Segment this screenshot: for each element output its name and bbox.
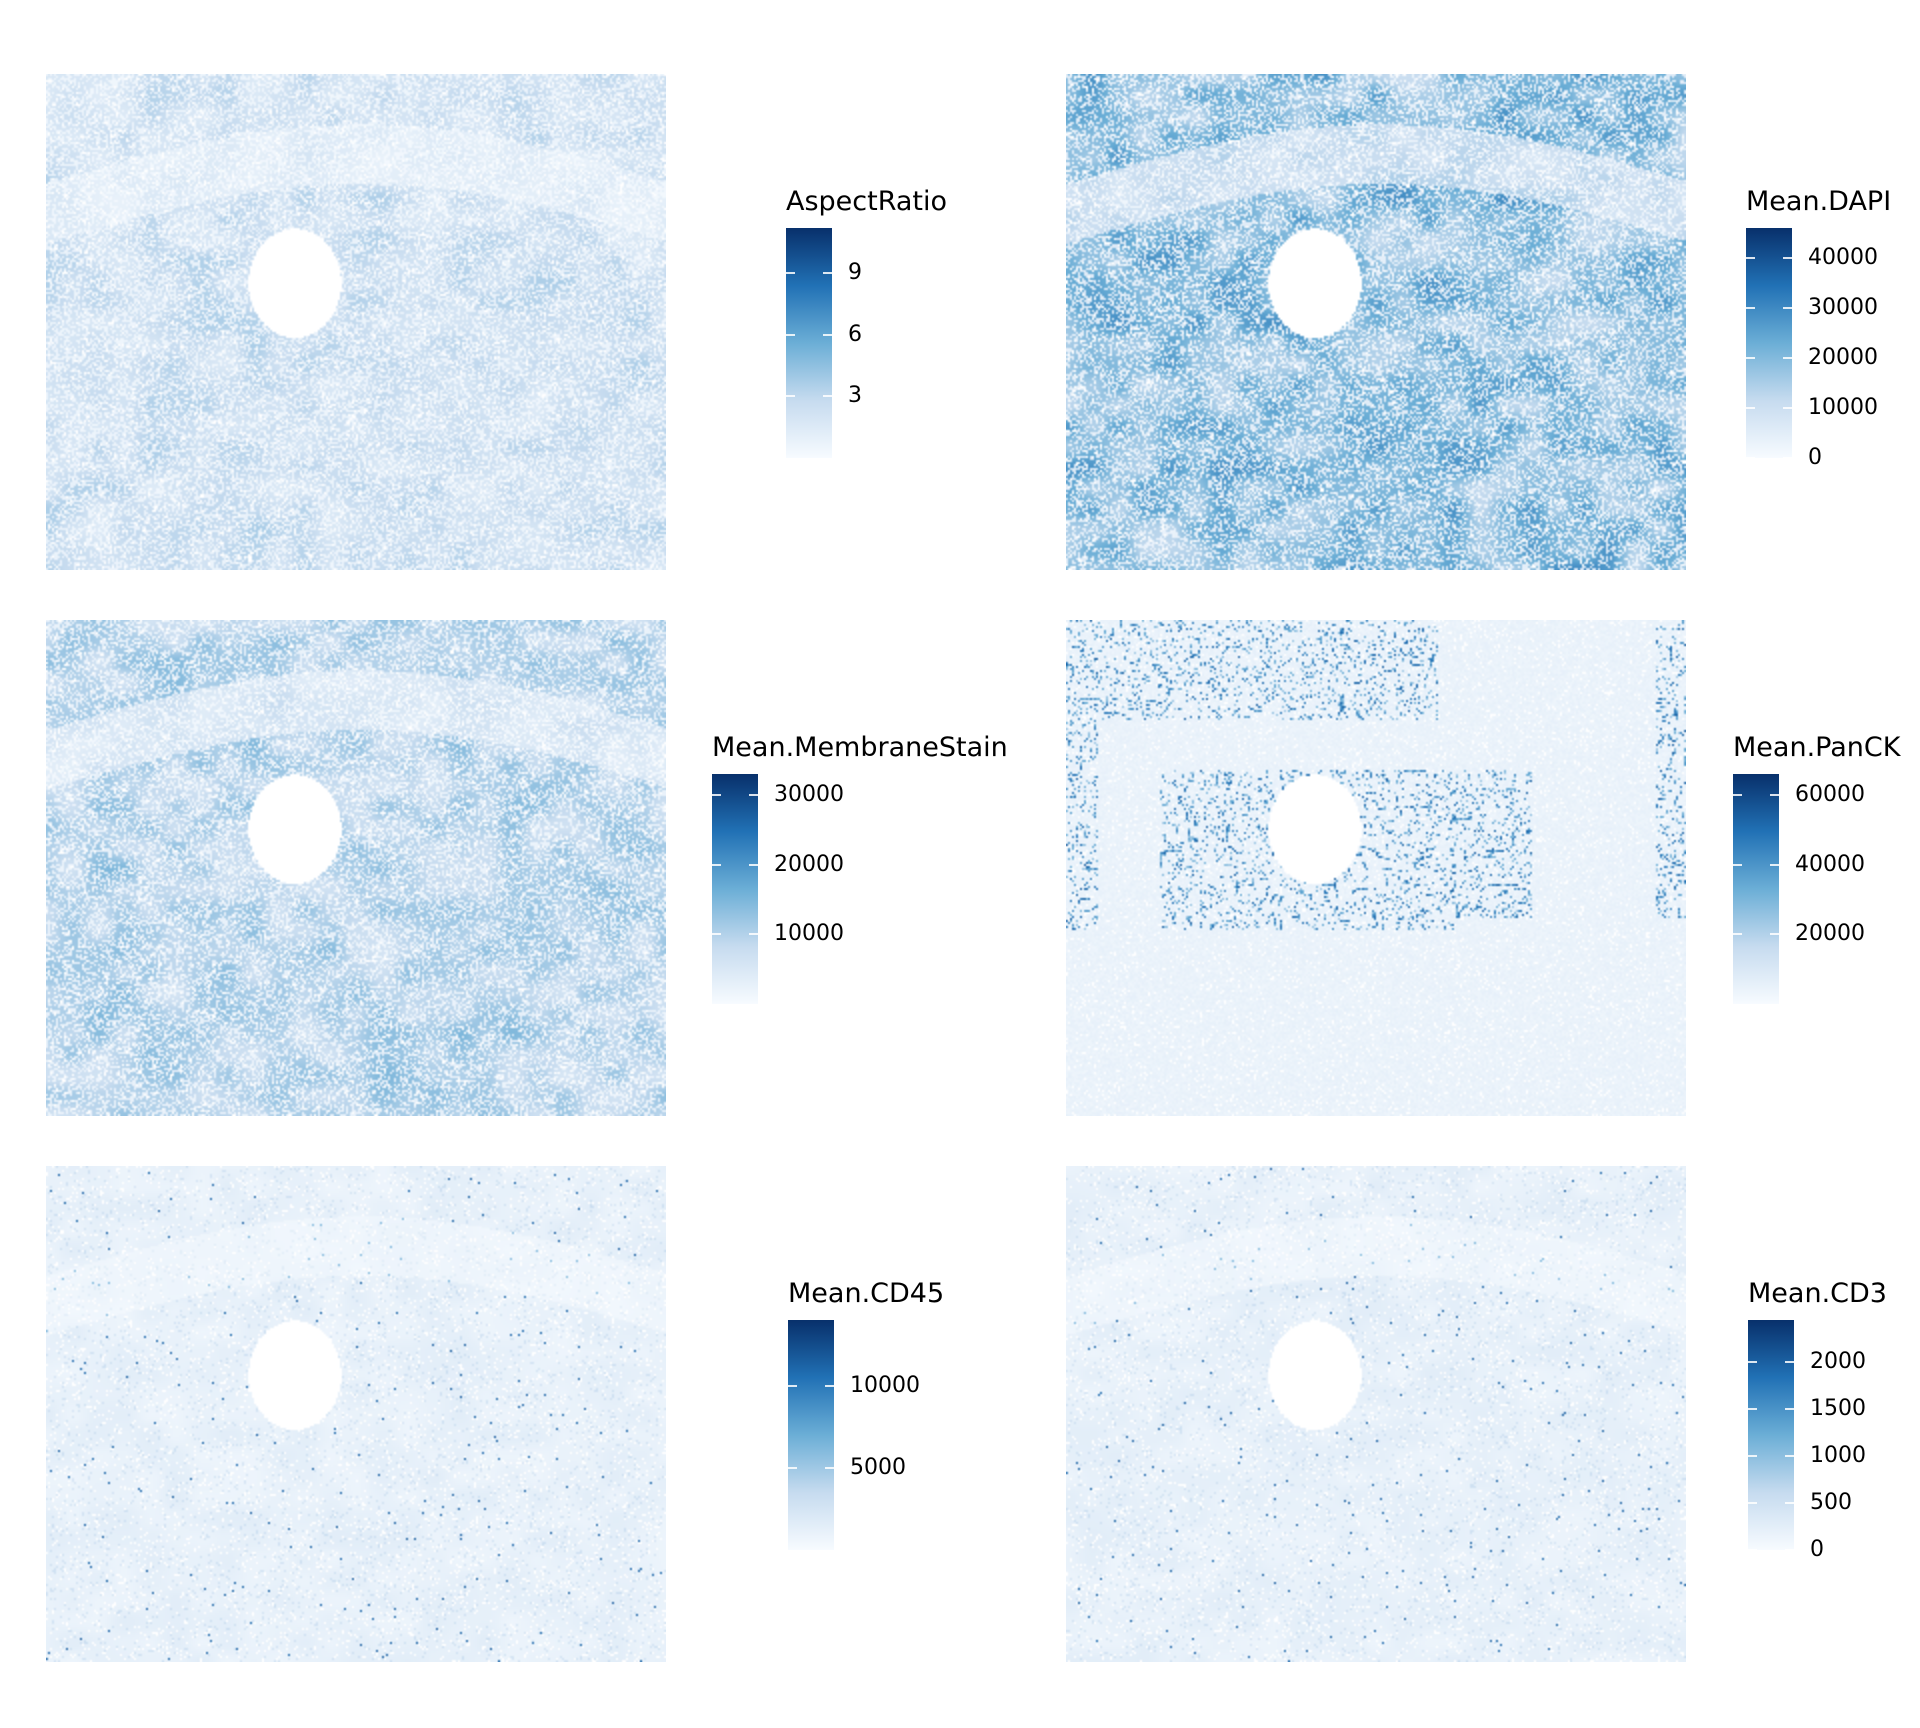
colorbar-tick (1783, 357, 1792, 359)
colorbar-tick (1770, 933, 1779, 936)
colorbar-tick (825, 1384, 834, 1387)
colorbar-tick (786, 333, 795, 336)
colorbar-tick (712, 793, 721, 796)
colorbar-tick-label: 10000 (850, 1372, 920, 1398)
colorbar-tick-label: 3 (848, 383, 862, 409)
colorbar-tick (1785, 1502, 1794, 1505)
colorbar (786, 228, 832, 458)
heatmap-mean-cd3 (1066, 1166, 1686, 1662)
colorbar-tick-label: 1500 (1810, 1396, 1866, 1422)
colorbar-tick-label: 20000 (774, 851, 844, 877)
heatmap-mean-membranestain (46, 620, 666, 1116)
colorbar-tick-label: 20000 (1795, 921, 1865, 947)
heatmap-canvas-mean-cd45 (46, 1166, 666, 1662)
colorbar-tick (1783, 307, 1792, 309)
colorbar-tick (1748, 1549, 1757, 1551)
colorbar (1746, 228, 1792, 458)
legend-title: AspectRatio (786, 186, 948, 217)
colorbar-tick (1746, 457, 1755, 459)
heatmap-canvas-mean-cd3 (1066, 1166, 1686, 1662)
colorbar-tick-label: 500 (1810, 1490, 1852, 1516)
colorbar-tick-label: 10000 (1808, 395, 1878, 420)
colorbar-tick (749, 933, 758, 936)
heatmap-canvas-aspect-ratio (46, 74, 666, 570)
colorbar-tick (1785, 1455, 1794, 1458)
colorbar (1748, 1320, 1794, 1550)
colorbar-tick-label: 0 (1810, 1537, 1824, 1562)
heatmap-canvas-mean-panck (1066, 620, 1686, 1116)
colorbar-tick (788, 1384, 797, 1387)
colorbar-tick-label: 9 (848, 260, 862, 286)
colorbar-tick (1733, 933, 1742, 936)
legend-mean-cd3: Mean.CD3 0 500 1000 1500 2000 (1748, 1278, 1920, 1562)
heatmap-aspect-ratio (46, 74, 666, 570)
colorbar-tick (749, 863, 758, 866)
colorbar-tick-label: 2000 (1810, 1349, 1866, 1375)
legend-mean-panck: Mean.PanCK 20000 40000 60000 (1733, 732, 1920, 1014)
colorbar-tick-label: 5000 (850, 1454, 906, 1480)
colorbar-tick (1748, 1502, 1757, 1505)
legend-mean-dapi: Mean.DAPI 0 10000 20000 30000 40000 (1746, 186, 1920, 470)
colorbar-tick-label: 20000 (1808, 345, 1878, 370)
legend-title: Mean.CD45 (788, 1278, 945, 1309)
colorbar-tick (1785, 1361, 1794, 1364)
colorbar-tick (1783, 257, 1792, 259)
colorbar-tick (825, 1466, 834, 1469)
colorbar-tick (749, 793, 758, 796)
legend-mean-cd45: Mean.CD45 5000 10000 (788, 1278, 988, 1560)
colorbar-tick-label: 40000 (1795, 851, 1865, 877)
heatmap-mean-cd45 (46, 1166, 666, 1662)
colorbar-tick (1785, 1408, 1794, 1411)
colorbar-tick-label: 1000 (1810, 1443, 1866, 1469)
legend-title: Mean.MembraneStain (712, 732, 1008, 763)
colorbar-tick (1733, 793, 1742, 796)
colorbar-tick (823, 272, 832, 275)
heatmap-canvas-mean-dapi (1066, 74, 1686, 570)
colorbar-tick (1783, 407, 1792, 409)
colorbar-tick-label: 30000 (1808, 295, 1878, 320)
colorbar-tick (823, 395, 832, 398)
heatmap-mean-panck (1066, 620, 1686, 1116)
colorbar-tick (1770, 863, 1779, 866)
colorbar-tick (1746, 257, 1755, 259)
colorbar-tick (1783, 457, 1792, 459)
colorbar-tick (786, 272, 795, 275)
legend-mean-membranestain: Mean.MembraneStain 10000 20000 30000 (712, 732, 1008, 1014)
colorbar-tick-label: 10000 (774, 921, 844, 947)
legend-title: Mean.DAPI (1746, 186, 1892, 217)
colorbar-tick (1748, 1361, 1757, 1364)
colorbar-tick (823, 333, 832, 336)
colorbar-tick-label: 6 (848, 321, 862, 347)
colorbar (712, 774, 758, 1004)
heatmap-mean-dapi (1066, 74, 1686, 570)
colorbar-tick (1770, 793, 1779, 796)
colorbar (788, 1320, 834, 1550)
colorbar-tick-label: 40000 (1808, 245, 1878, 270)
heatmap-canvas-mean-membranestain (46, 620, 666, 1116)
colorbar-tick (1746, 357, 1755, 359)
colorbar-tick (1785, 1549, 1794, 1551)
legend-title: Mean.CD3 (1748, 1278, 1887, 1309)
colorbar-tick (1746, 407, 1755, 409)
colorbar (1733, 774, 1779, 1004)
legend-aspect-ratio: AspectRatio 3 6 9 (786, 186, 986, 468)
legend-title: Mean.PanCK (1733, 732, 1901, 763)
colorbar-tick (712, 863, 721, 866)
colorbar-tick-label: 0 (1808, 445, 1822, 470)
colorbar-tick-label: 60000 (1795, 781, 1865, 807)
colorbar-tick-label: 30000 (774, 781, 844, 807)
colorbar-tick (786, 395, 795, 398)
colorbar-tick (1733, 863, 1742, 866)
colorbar-tick (1748, 1408, 1757, 1411)
colorbar-tick (1746, 307, 1755, 309)
colorbar-tick (788, 1466, 797, 1469)
colorbar-tick (1748, 1455, 1757, 1458)
colorbar-tick (712, 933, 721, 936)
